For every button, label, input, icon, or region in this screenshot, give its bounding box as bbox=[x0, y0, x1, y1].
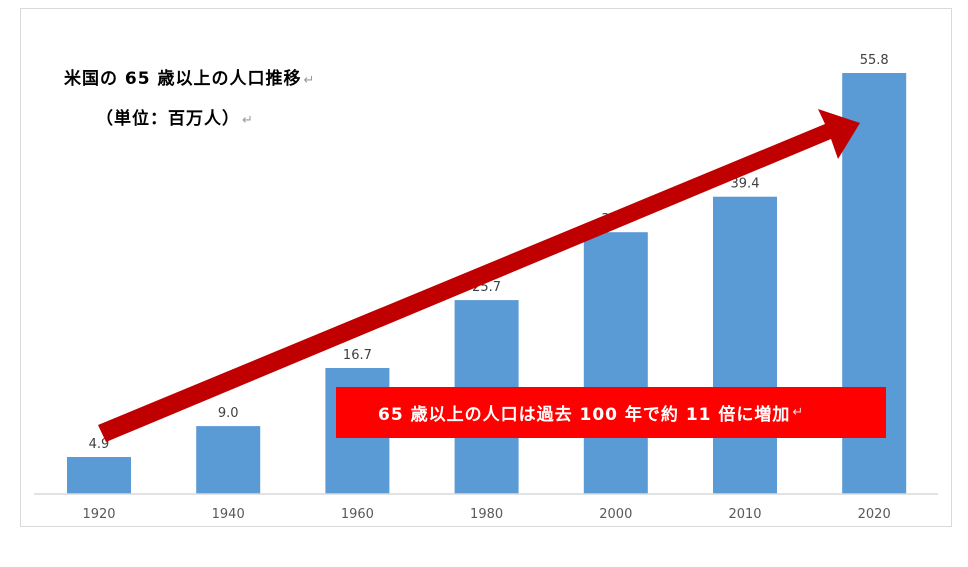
bar-2000 bbox=[583, 232, 648, 494]
trend-arrow bbox=[98, 109, 860, 442]
return-mark: ↵ bbox=[303, 73, 316, 88]
x-tick-1960: 1960 bbox=[341, 507, 374, 522]
data-label-1960: 16.7 bbox=[343, 348, 372, 363]
x-tick-1940: 1940 bbox=[212, 507, 245, 522]
x-tick-1980: 1980 bbox=[470, 507, 503, 522]
callout-box: 65 歳以上の人口は過去 100 年で約 11 倍に増加 ↵ bbox=[336, 387, 886, 438]
chart-frame bbox=[20, 8, 952, 527]
chart-subtitle-text: （単位：百万人） bbox=[96, 109, 240, 129]
bar-1940 bbox=[196, 426, 261, 494]
chart-title: 米国の 65 歳以上の人口推移 ↵ bbox=[64, 64, 315, 89]
x-tick-2020: 2020 bbox=[858, 507, 891, 522]
data-label-2010: 39.4 bbox=[731, 177, 760, 192]
bar-1920 bbox=[67, 457, 131, 494]
return-mark: ↵ bbox=[242, 113, 254, 128]
x-tick-2000: 2000 bbox=[599, 507, 632, 522]
callout-text: 65 歳以上の人口は過去 100 年で約 11 倍に増加 bbox=[378, 405, 791, 425]
x-tick-2010: 2010 bbox=[728, 507, 761, 522]
data-label-1940: 9.0 bbox=[218, 406, 239, 421]
x-tick-1920: 1920 bbox=[82, 507, 115, 522]
bar-2010 bbox=[713, 196, 777, 494]
data-label-1920: 4.9 bbox=[89, 437, 110, 452]
chart-subtitle: （単位：百万人） ↵ bbox=[96, 104, 254, 129]
x-tick-labels: 1920 1940 1960 1980 2000 2010 2020 bbox=[82, 507, 890, 522]
data-label-2020: 55.8 bbox=[860, 53, 889, 68]
chart-title-text: 米国の 65 歳以上の人口推移 bbox=[64, 69, 302, 89]
return-mark: ↵ bbox=[792, 405, 804, 420]
